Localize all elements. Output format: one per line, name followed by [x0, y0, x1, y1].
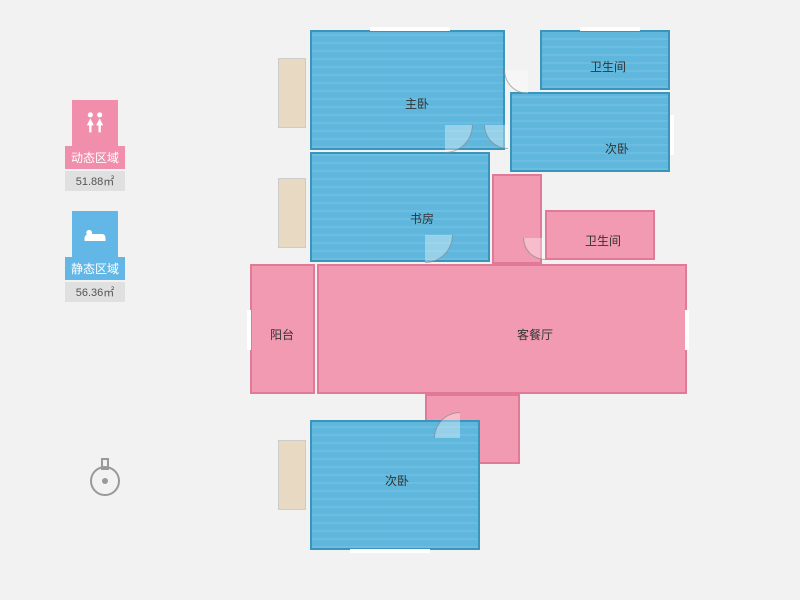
window-mark — [685, 310, 689, 350]
legend-value-static: 56.36㎡ — [65, 282, 125, 302]
room-label-master_bedroom: 主卧 — [405, 95, 429, 112]
legend-label-dynamic: 动态区域 — [65, 146, 125, 169]
room-study — [310, 152, 490, 262]
legend-item-dynamic: 动态区域 51.88㎡ — [60, 100, 130, 191]
room-master_bedroom — [310, 30, 505, 150]
sleep-icon — [72, 211, 118, 257]
window-mark — [580, 27, 640, 31]
room-label-living: 客餐厅 — [517, 326, 553, 343]
room-label-bathroom1: 卫生间 — [590, 58, 626, 75]
window-mark — [670, 115, 674, 155]
compass-icon — [85, 455, 125, 495]
room-label-balcony: 阳台 — [270, 326, 294, 343]
people-icon — [72, 100, 118, 146]
window-mark — [350, 549, 430, 553]
window-mark — [247, 310, 251, 350]
room-living — [317, 264, 687, 394]
room-label-second_bed1: 次卧 — [605, 140, 629, 157]
balcony-slot — [278, 58, 306, 128]
room-label-second_bed2: 次卧 — [385, 472, 409, 489]
floor-plan: 主卧卫生间次卧书房卫生间阳台客餐厅次卧 — [250, 20, 740, 580]
room-label-study: 书房 — [410, 210, 434, 227]
room-label-bathroom2: 卫生间 — [585, 232, 621, 249]
legend-item-static: 静态区域 56.36㎡ — [60, 211, 130, 302]
balcony-slot — [278, 440, 306, 510]
window-mark — [370, 27, 450, 31]
legend-label-static: 静态区域 — [65, 257, 125, 280]
legend-value-dynamic: 51.88㎡ — [65, 171, 125, 191]
legend-panel: 动态区域 51.88㎡ 静态区域 56.36㎡ — [60, 100, 130, 322]
room-second_bed1 — [510, 92, 670, 172]
balcony-slot — [278, 178, 306, 248]
